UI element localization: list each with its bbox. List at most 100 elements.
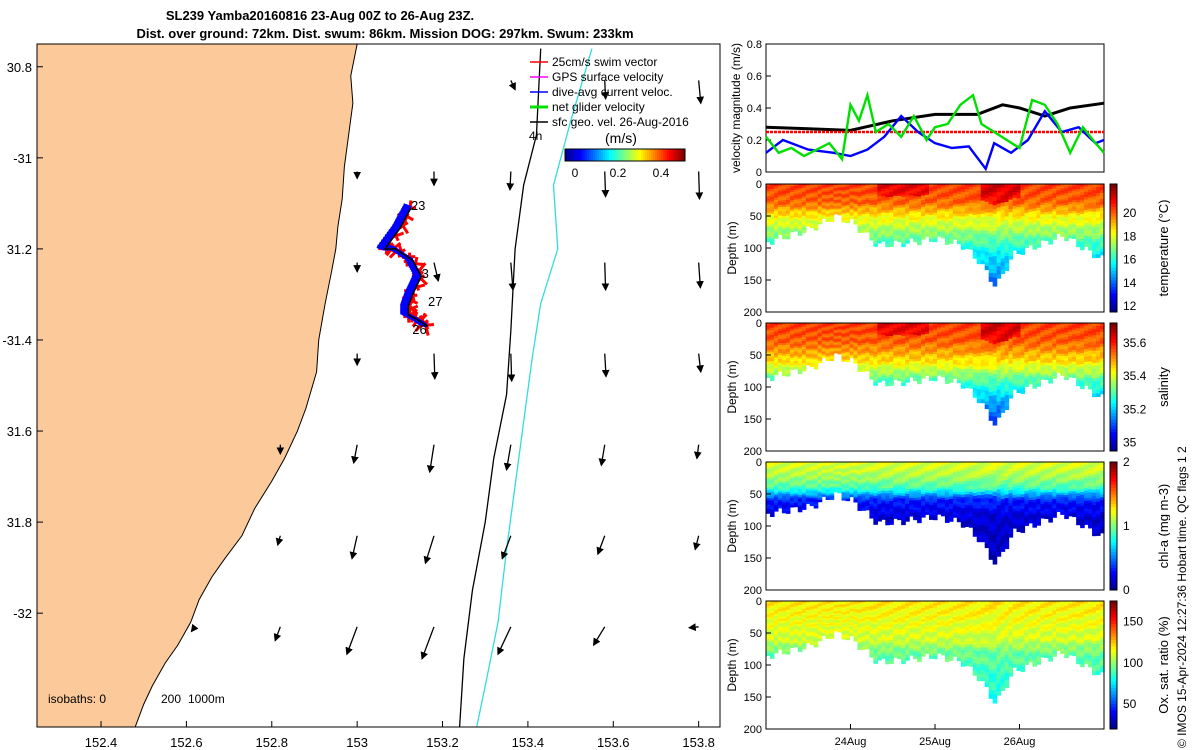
colorbar-cell (1110, 355, 1117, 359)
heatmap-cell (881, 344, 886, 348)
heatmap-cell (861, 369, 867, 372)
heatmap-cell (773, 504, 779, 508)
heatmap-cell (785, 199, 791, 203)
heatmap-cell (825, 343, 831, 346)
heatmap-cell (1016, 238, 1022, 243)
heatmap-cell (909, 226, 914, 230)
heatmap-cell (1096, 220, 1101, 225)
heatmap-cell (897, 224, 902, 228)
heatmap-cell (881, 373, 886, 377)
heatmap-cell (960, 240, 966, 245)
heatmap-cell (1032, 363, 1037, 367)
heatmap-cell (873, 207, 878, 211)
heatmap-cell (1084, 343, 1089, 347)
heatmap-cell (936, 359, 942, 363)
heatmap-cell (873, 359, 878, 363)
heatmap-cell (1032, 202, 1037, 207)
heatmap-cell (809, 202, 815, 205)
colorbar-cell (567, 149, 570, 161)
heatmap-cell (877, 191, 882, 195)
heatmap-cell (857, 194, 863, 197)
heatmap-cell (801, 222, 807, 225)
heatmap-cell (1076, 244, 1081, 248)
heatmap-cell (1048, 234, 1053, 238)
heatmap-cell (933, 342, 938, 346)
heatmap-cell (1052, 325, 1057, 329)
heatmap-cell (1028, 186, 1034, 190)
heatmap-cell (913, 344, 918, 348)
heatmap-cell (1064, 344, 1069, 348)
heatmap-cell (913, 231, 918, 235)
heatmap-cell (865, 209, 870, 213)
heatmap-cell (1008, 212, 1014, 216)
heatmap-cell (1072, 211, 1077, 215)
heatmap-cell (793, 330, 799, 334)
heatmap-cell (781, 336, 787, 339)
heatmap-cell (980, 323, 986, 327)
heatmap-cell (1020, 331, 1026, 336)
heatmap-cell (980, 243, 986, 248)
heatmap-cell (952, 334, 958, 338)
heatmap-cell (1028, 224, 1034, 228)
heatmap-cell (901, 323, 906, 327)
colorbar-cell (1110, 228, 1117, 233)
heatmap-cell (1036, 218, 1041, 222)
heatmap-cell (789, 201, 795, 205)
heatmap-cell (929, 188, 934, 192)
heatmap-cell (1084, 217, 1089, 221)
heatmap-cell (1016, 204, 1022, 208)
heatmap-cell (1004, 373, 1010, 378)
heatmap-cell (913, 227, 918, 231)
heatmap-cell (797, 509, 803, 513)
heatmap-cell (1088, 355, 1093, 360)
heatmap-cell (769, 471, 775, 474)
heatmap-cell (929, 193, 934, 197)
heatmap-cell (1036, 375, 1041, 379)
heatmap-cell (785, 481, 791, 484)
heatmap-cell (1024, 341, 1030, 345)
heatmap-cell (773, 372, 779, 376)
heatmap-cell (1012, 186, 1018, 191)
heatmap-cell (889, 367, 894, 371)
heatmap-cell (909, 217, 914, 221)
heatmap-cell (1000, 213, 1006, 219)
heatmap-cell (833, 481, 839, 484)
heatmap-cell (829, 190, 835, 193)
heatmap-cell (813, 227, 819, 231)
heatmap-cell (793, 357, 799, 360)
heatmap-cell (936, 218, 942, 222)
heatmap-cell (1028, 338, 1034, 342)
heatmap-cell (825, 216, 831, 219)
heatmap-cell (897, 368, 902, 372)
heatmap-cell (869, 350, 874, 354)
heatmap-cell (817, 480, 823, 483)
heatmap-cell (829, 188, 835, 191)
heatmap-cell (821, 473, 827, 476)
heatmap-cell (857, 337, 863, 340)
heatmap-cell (805, 362, 811, 366)
heatmap-cell (1020, 372, 1026, 377)
heatmap-cell (825, 347, 831, 351)
heatmap-cell (929, 349, 934, 353)
heatmap-cell (952, 359, 958, 363)
heatmap-cell (948, 184, 954, 188)
heatmap-cell (952, 213, 958, 217)
heatmap-cell (869, 357, 874, 361)
heatmap-cell (777, 475, 783, 478)
heatmap-cell (781, 229, 787, 233)
geo-velocity-vector (420, 626, 435, 660)
heatmap-cell (1084, 204, 1089, 208)
heatmap-cell (1064, 363, 1069, 366)
heatmap-cell (940, 347, 946, 351)
heatmap-cell (976, 237, 982, 241)
colorbar-cell (653, 149, 656, 161)
heatmap-cell (925, 225, 930, 229)
heatmap-cell (801, 212, 807, 215)
heatmap-cell (976, 356, 982, 361)
heatmap-cell (1100, 387, 1105, 392)
heatmap-cell (821, 470, 827, 473)
heatmap-cell (769, 493, 775, 497)
heatmap-cell (1020, 349, 1026, 353)
heatmap-cell (789, 467, 795, 471)
heatmap-cell (1056, 351, 1061, 355)
